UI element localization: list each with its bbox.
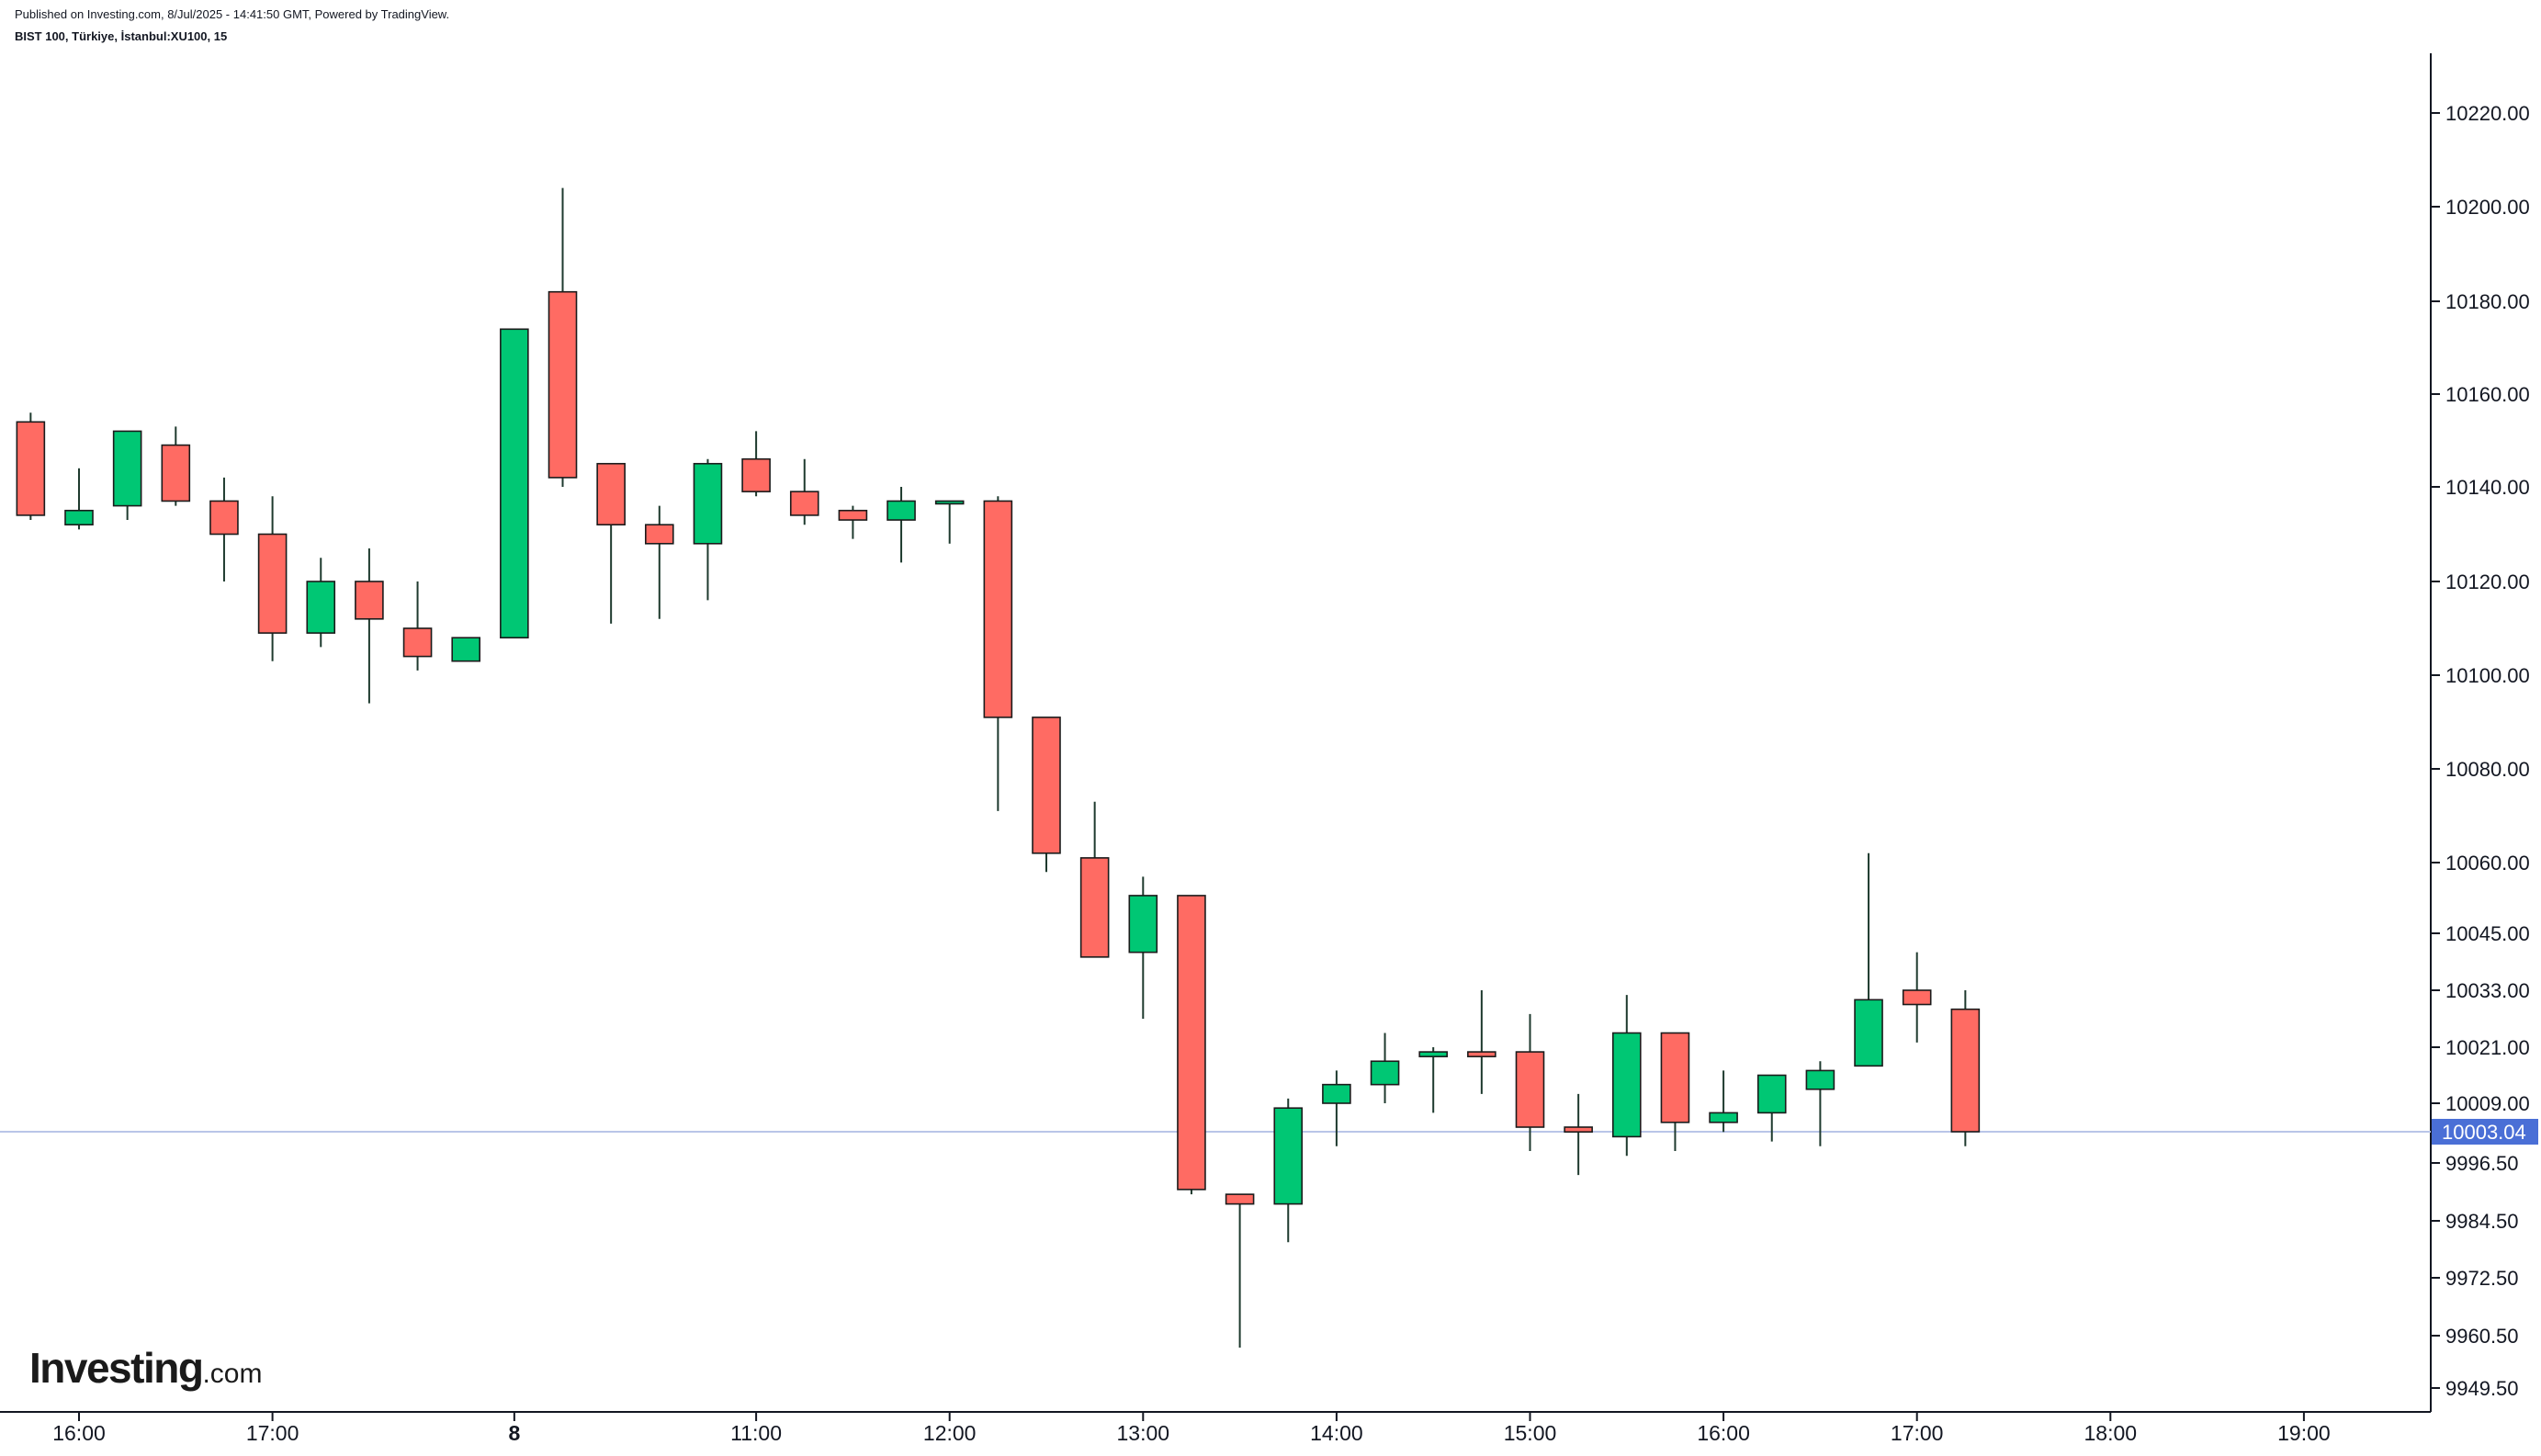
- candle-body-up: [1805, 1069, 1835, 1090]
- candle-body-up: [1756, 1074, 1787, 1114]
- y-tick-label: 9984.50: [2445, 1210, 2519, 1233]
- candle-body-down: [1079, 857, 1110, 958]
- logo-main: Investing: [29, 1344, 204, 1392]
- logo-suffix: .com: [202, 1359, 263, 1389]
- candle-body-down: [1032, 717, 1061, 854]
- x-tick-label: 16:00: [52, 1421, 106, 1445]
- x-tick-label: 15:00: [1504, 1421, 1557, 1445]
- x-tick-label: 8: [508, 1421, 520, 1445]
- candle-body-up: [1322, 1083, 1351, 1104]
- y-tick-label: 10220.00: [2445, 102, 2530, 125]
- candle-body-up: [1418, 1051, 1448, 1057]
- candle-body-up: [934, 500, 965, 505]
- candle-body-down: [596, 462, 626, 525]
- candle-body-up: [1128, 895, 1158, 954]
- y-tick-label: 10021.00: [2445, 1036, 2530, 1059]
- y-tick-label: 10140.00: [2445, 476, 2530, 499]
- candle-body-up: [887, 500, 916, 521]
- investing-logo: Investing.com: [29, 1343, 262, 1393]
- candle-body-up: [1370, 1060, 1400, 1086]
- y-tick-label: 10060.00: [2445, 852, 2530, 875]
- candle-body-down: [1467, 1051, 1496, 1057]
- candle-body-up: [451, 637, 481, 662]
- candle-body-up: [1273, 1107, 1304, 1205]
- published-info: Published on Investing.com, 8/Jul/2025 -…: [15, 7, 450, 21]
- candle-body-down: [741, 457, 771, 492]
- candle-body-up: [693, 462, 723, 545]
- candle-body-down: [16, 421, 46, 516]
- candle-body-down: [209, 500, 239, 536]
- candle-body-up: [1709, 1112, 1738, 1123]
- y-tick-label: 9972.50: [2445, 1267, 2519, 1290]
- candle-body-down: [1225, 1193, 1255, 1205]
- candle-body-down: [644, 524, 674, 545]
- y-tick-label: 10200.00: [2445, 196, 2530, 219]
- candle-body-down: [1902, 989, 1932, 1006]
- candle-body-down: [402, 627, 433, 658]
- candle-body-down: [838, 509, 868, 521]
- x-tick-label: 17:00: [246, 1421, 299, 1445]
- symbol-info: BIST 100, Türkiye, İstanbul:XU100, 15: [15, 29, 228, 43]
- y-tick-label: 10120.00: [2445, 570, 2530, 593]
- candle-body-up: [1854, 999, 1883, 1067]
- candle-body-up: [112, 430, 142, 507]
- candle-body-down: [983, 500, 1013, 718]
- candle-body-down: [1564, 1126, 1593, 1133]
- x-tick-label: 13:00: [1117, 1421, 1170, 1445]
- x-tick-label: 19:00: [2277, 1421, 2331, 1445]
- last-price-label: 10003.04: [2442, 1121, 2526, 1144]
- x-tick-label: 11:00: [730, 1421, 782, 1445]
- candle-body-down: [1950, 1008, 1981, 1133]
- x-tick-label: 17:00: [1891, 1421, 1944, 1445]
- candle-body-down: [161, 444, 191, 502]
- candle-body-up: [64, 509, 94, 525]
- candle-body-down: [1660, 1032, 1690, 1123]
- candle-body-down: [257, 533, 288, 634]
- candle-body-up: [500, 328, 529, 638]
- y-tick-label: 10045.00: [2445, 922, 2530, 945]
- candle-body-down: [548, 290, 578, 479]
- x-tick-label: 16:00: [1697, 1421, 1750, 1445]
- y-tick-label: 10009.00: [2445, 1092, 2530, 1115]
- candle-body-down: [355, 581, 384, 620]
- y-tick-label: 10080.00: [2445, 758, 2530, 781]
- candle-body-up: [1612, 1032, 1642, 1138]
- candle-body-down: [789, 491, 819, 516]
- y-tick-label: 10033.00: [2445, 979, 2530, 1002]
- x-tick-label: 18:00: [2084, 1421, 2138, 1445]
- y-tick-label: 10160.00: [2445, 383, 2530, 406]
- candle-body-down: [1177, 895, 1206, 1191]
- candle-body-up: [306, 581, 336, 634]
- y-tick-label: 10180.00: [2445, 290, 2530, 313]
- candle-body-down: [1515, 1051, 1545, 1128]
- y-tick-label: 10100.00: [2445, 664, 2530, 687]
- y-tick-label: 9949.50: [2445, 1377, 2519, 1400]
- y-tick-label: 9960.50: [2445, 1325, 2519, 1348]
- y-tick-label: 9996.50: [2445, 1152, 2519, 1175]
- x-tick-label: 12:00: [923, 1421, 977, 1445]
- last-price-badge: [2432, 1118, 2538, 1145]
- x-tick-label: 14:00: [1310, 1421, 1363, 1445]
